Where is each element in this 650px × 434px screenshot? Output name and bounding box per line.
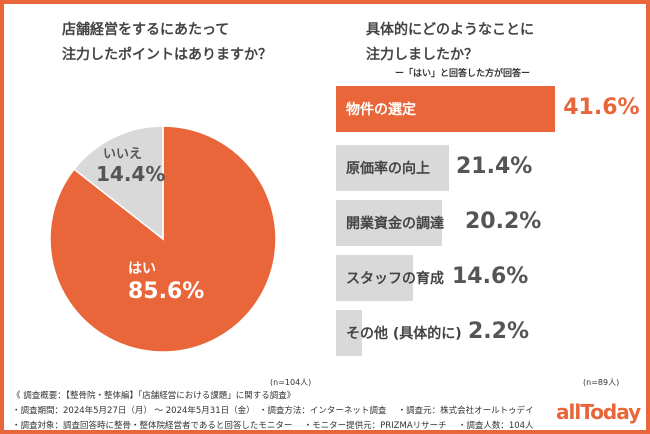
bar-value-label: 14.6%	[452, 264, 529, 289]
footer-line: 《 調査概要：【整骨院・整体編】「店舗経営における課題」に関する調査》	[12, 391, 296, 401]
pie-chart	[49, 125, 277, 353]
slice-value-yes: 85.6%	[128, 279, 205, 304]
bar	[336, 255, 413, 301]
footer-line: ・調査対象：調査回答時に整骨・整体院経営者であると回答したモニター ・モニター提…	[12, 421, 534, 431]
bar-value-label: 41.6%	[563, 95, 640, 120]
bar	[336, 86, 556, 132]
bar-row: 物件の選定	[336, 86, 556, 132]
bar-n: (n=89人)	[583, 378, 620, 387]
bar-subtitle: ー「はい」と回答した方が回答ー	[395, 69, 531, 79]
bar-category-label: 物件の選定	[346, 102, 416, 118]
pie-n: (n=104人)	[270, 378, 312, 387]
alltoday-logo: allToday	[556, 400, 641, 424]
bar-value-label: 2.2%	[468, 319, 530, 344]
bar-row: その他 (具体的に)	[336, 310, 462, 356]
bar-title: 具体的にどのようなことに 注力しましたか？	[366, 22, 534, 63]
pie-slice-no	[73, 125, 164, 241]
bar	[336, 310, 362, 356]
bar	[336, 145, 449, 191]
bar-row: 開業資金の調達	[336, 200, 444, 246]
bar-row: スタッフの育成	[336, 255, 444, 301]
bar	[336, 200, 443, 246]
bar-category-label: スタッフの育成	[346, 271, 444, 287]
bar-value-label: 21.4%	[456, 154, 533, 179]
slice-value-no: 14.4%	[96, 162, 166, 186]
bar-category-label: 原価率の向上	[346, 161, 430, 177]
pie-title: 店舗経営をするにあたって 注力したポイントはありますか？	[62, 22, 272, 63]
slice-label-no: いいえ	[103, 147, 143, 162]
footer-line: ・調査期間：2024年5月27日（月） ～ 2024年5月31日（金） ・調査方…	[12, 406, 534, 416]
bar-row: 原価率の向上	[336, 145, 449, 191]
bar-value-label: 20.2%	[465, 209, 542, 234]
bar-category-label: 開業資金の調達	[346, 216, 444, 232]
slice-label-yes: はい	[128, 261, 156, 277]
bar-category-label: その他 (具体的に)	[346, 326, 462, 342]
